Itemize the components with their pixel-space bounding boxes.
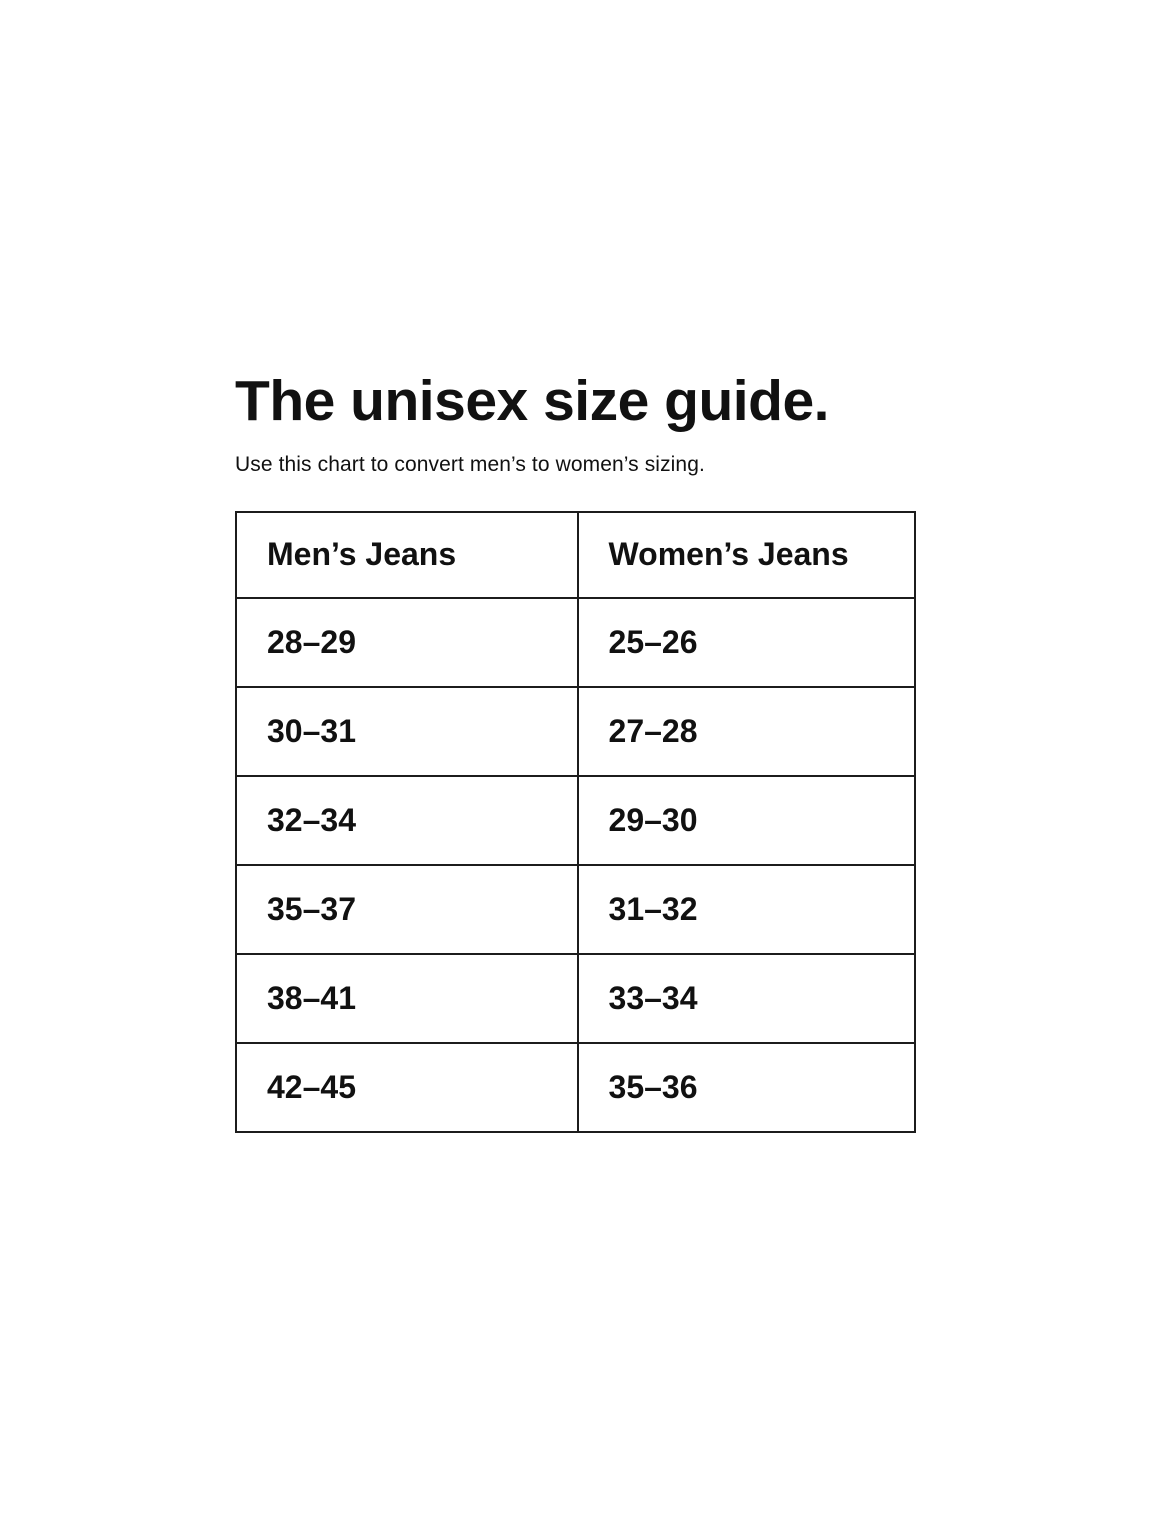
size-guide-section: The unisex size guide. Use this chart to… [235, 369, 918, 1133]
size-cell: 27–28 [576, 685, 917, 777]
page-subtitle: Use this chart to convert men’s to women… [235, 452, 705, 476]
column-header-womens-jeans: Women’s Jeans [576, 510, 917, 599]
table-row: 35–37 31–32 [235, 863, 917, 955]
table-row: 32–34 29–30 [235, 774, 917, 866]
size-table-body: 28–29 25–26 30–31 27–28 32–34 29–30 35–37 31–32… [235, 596, 917, 1133]
size-cell: 25–26 [576, 596, 917, 688]
size-cell: 28–29 [235, 596, 579, 688]
table-row: 30–31 27–28 [235, 685, 917, 777]
table-row: 42–45 35–36 [235, 1041, 917, 1133]
table-row: 38–41 33–34 [235, 952, 917, 1044]
column-header-mens-jeans: Men’s Jeans [235, 510, 579, 599]
page-title: The unisex size guide. [235, 369, 830, 433]
size-cell: 32–34 [235, 774, 579, 866]
table-header-row: Men’s Jeans Women’s Jeans [235, 510, 917, 599]
size-cell: 33–34 [576, 952, 917, 1044]
size-cell: 30–31 [235, 685, 579, 777]
size-cell: 35–36 [576, 1041, 917, 1133]
table-row: 28–29 25–26 [235, 596, 917, 688]
size-cell: 35–37 [235, 863, 579, 955]
size-cell: 38–41 [235, 952, 579, 1044]
size-cell: 29–30 [576, 774, 917, 866]
size-conversion-table: Men’s Jeans Women’s Jeans 28–29 25–26 30–3… [235, 510, 917, 1133]
size-cell: 42–45 [235, 1041, 579, 1133]
size-cell: 31–32 [576, 863, 917, 955]
